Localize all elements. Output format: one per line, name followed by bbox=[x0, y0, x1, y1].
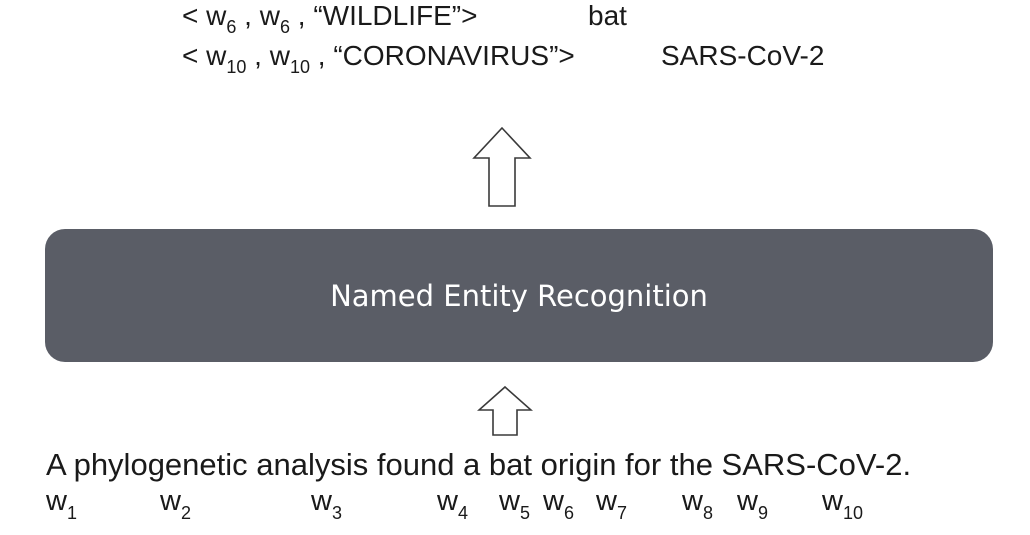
token-word: w bbox=[596, 485, 617, 517]
token-word: w bbox=[737, 485, 758, 517]
token-w6: w6 bbox=[543, 485, 574, 522]
token-word: w bbox=[822, 485, 843, 517]
input-sentence: A phylogenetic analysis found a bat orig… bbox=[46, 447, 912, 482]
token-index: 10 bbox=[842, 503, 863, 523]
token-w7: w7 bbox=[596, 485, 627, 522]
entity-start-word: w bbox=[206, 0, 227, 31]
token-word: w bbox=[543, 485, 564, 517]
entity-end-word: w bbox=[259, 0, 280, 31]
ner-module-box: Named Entity Recognition bbox=[45, 229, 993, 362]
entity-output-sars: < w10 , w10 , “CORONAVIRUS”> SARS-CoV-2 bbox=[182, 40, 824, 77]
token-word: w bbox=[311, 485, 332, 517]
token-index: 7 bbox=[616, 503, 627, 523]
token-index: 5 bbox=[519, 503, 530, 523]
token-w8: w8 bbox=[682, 485, 713, 522]
token-list: w1 w2 w3 w4 w5 w6 w7 w8 w9 w10 bbox=[0, 485, 1030, 535]
token-index: 2 bbox=[180, 503, 191, 523]
token-index: 6 bbox=[563, 503, 574, 523]
token-index: 8 bbox=[702, 503, 713, 523]
entity-start-index: 6 bbox=[226, 17, 237, 37]
token-index: 1 bbox=[66, 503, 77, 523]
token-w10: w10 bbox=[822, 485, 863, 522]
entity-end-word: w bbox=[269, 40, 290, 71]
entity-end-index: 6 bbox=[279, 17, 290, 37]
entity-type-label: “CORONAVIRUS” bbox=[333, 40, 559, 71]
entity-start-word: w bbox=[206, 40, 227, 71]
token-index: 3 bbox=[331, 503, 342, 523]
entity-text: SARS-CoV-2 bbox=[661, 40, 825, 71]
ner-module-label: Named Entity Recognition bbox=[330, 278, 708, 313]
token-word: w bbox=[437, 485, 458, 517]
entity-tuple: < w6 , w6 , “WILDLIFE”> bbox=[182, 0, 478, 37]
token-index: 4 bbox=[457, 503, 468, 523]
token-word: w bbox=[682, 485, 703, 517]
arrow-up-icon bbox=[477, 385, 533, 436]
token-word: w bbox=[499, 485, 520, 517]
token-w5: w5 bbox=[499, 485, 530, 522]
token-w1: w1 bbox=[46, 485, 77, 522]
token-word: w bbox=[160, 485, 181, 517]
entity-text: bat bbox=[588, 0, 627, 31]
token-w4: w4 bbox=[437, 485, 468, 522]
entity-output-bat: < w6 , w6 , “WILDLIFE”> bat bbox=[182, 0, 627, 37]
token-w9: w9 bbox=[737, 485, 768, 522]
token-w3: w3 bbox=[311, 485, 342, 522]
entity-end-index: 10 bbox=[289, 57, 311, 77]
token-index: 9 bbox=[757, 503, 768, 523]
entity-start-index: 10 bbox=[226, 57, 247, 77]
entity-type-label: “WILDLIFE” bbox=[313, 0, 462, 31]
token-word: w bbox=[46, 485, 67, 517]
token-w2: w2 bbox=[160, 485, 191, 522]
entity-tuple: < w10 , w10 , “CORONAVIRUS”> bbox=[182, 40, 575, 77]
arrow-up-icon bbox=[472, 126, 532, 207]
